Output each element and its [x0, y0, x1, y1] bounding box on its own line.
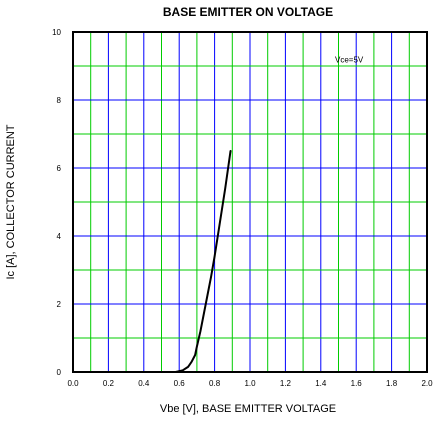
- x-tick-label: 1.8: [386, 379, 398, 388]
- x-tick-label: 1.4: [315, 379, 327, 388]
- series-layer: [174, 150, 232, 373]
- x-tick-label: 2.0: [421, 379, 433, 388]
- x-tick-label: 0.8: [209, 379, 221, 388]
- grid-layer: [73, 32, 427, 372]
- x-tick-label: 0.6: [174, 379, 186, 388]
- plot-frame: [72, 31, 428, 373]
- y-tick-label: 4: [57, 232, 62, 241]
- y-tick-label: 6: [57, 164, 62, 173]
- y-tick-label: 0: [57, 368, 62, 377]
- x-tick-label: 0.4: [138, 379, 150, 388]
- x-tick-label: 1.6: [351, 379, 363, 388]
- x-tick-label: 0.0: [67, 379, 79, 388]
- chart-title: BASE EMITTER ON VOLTAGE: [163, 5, 333, 19]
- x-tick-label: 1.2: [280, 379, 292, 388]
- x-tick-label: 0.2: [103, 379, 115, 388]
- y-axis-label: Ic [A], COLLECTOR CURRENT: [5, 124, 17, 279]
- x-tick-label: 1.0: [244, 379, 256, 388]
- y-tick-label: 8: [57, 96, 62, 105]
- annotation-vce: Vce=5V: [335, 56, 364, 65]
- ticks-layer: 0.0 0.2 0.4 0.6 0.8 1.0 1.2 1.4 1.6 1.8 2.0 0 2 4 6 8 10: [52, 28, 433, 388]
- x-axis-label: Vbe [V], BASE EMITTER VOLTAGE: [160, 403, 336, 415]
- y-tick-label: 10: [52, 28, 61, 37]
- collector-current-curve: [174, 150, 232, 373]
- y-tick-label: 2: [57, 300, 62, 309]
